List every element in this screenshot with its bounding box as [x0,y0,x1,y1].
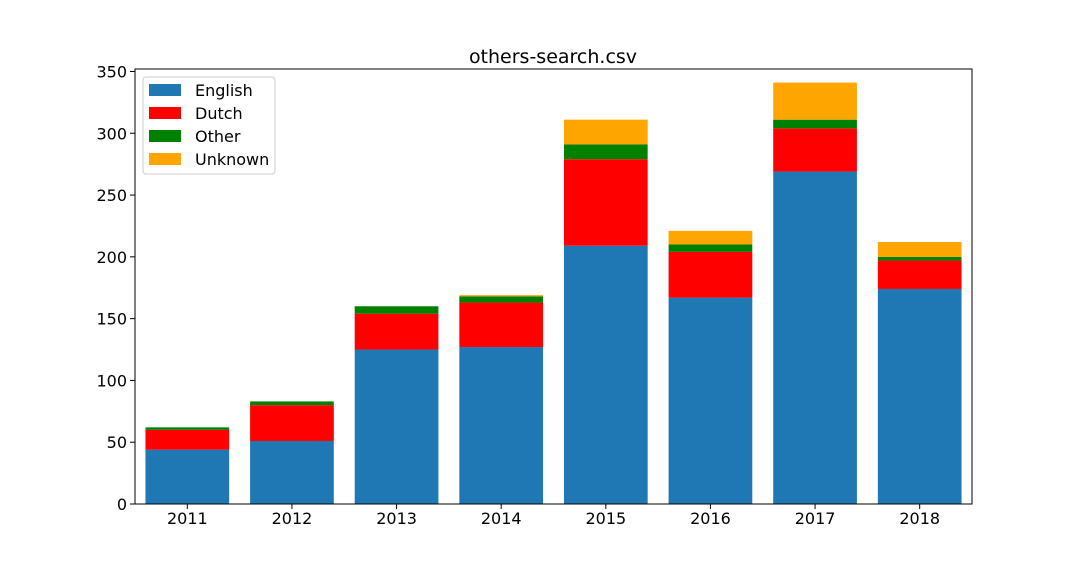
y-tick-label: 100 [96,371,127,390]
bar-english-2015 [563,245,648,504]
x-tick-label: 2011 [167,509,208,528]
x-tick-label: 2015 [585,509,626,528]
bar-english-2013 [354,349,439,504]
y-tick-label: 300 [96,124,127,143]
bar-dutch-2012 [250,405,334,441]
bar-dutch-2014 [459,302,544,348]
bar-unknown-2018 [877,242,962,257]
legend-label-unknown: Unknown [195,150,269,169]
legend-box [142,76,276,175]
legend-label-dutch: Dutch [195,104,243,123]
y-tick-label: 350 [96,62,127,81]
legend-label-other: Other [195,127,241,146]
bar-other-2017 [773,119,857,129]
y-tick-label: 250 [96,186,127,205]
bar-unknown-2016 [668,230,753,245]
bar-dutch-2017 [773,128,857,172]
x-tick-label: 2018 [899,509,940,528]
legend-swatch-dutch [149,107,181,119]
x-tick-label: 2017 [795,509,836,528]
bar-dutch-2011 [145,429,230,450]
x-tick-label: 2012 [272,509,313,528]
bar-other-2013 [354,306,439,314]
bar-english-2014 [459,347,544,504]
x-tick-label: 2013 [376,509,417,528]
bar-other-2016 [668,244,753,252]
legend-swatch-unknown [149,153,181,165]
y-tick-label: 150 [96,310,127,329]
bar-dutch-2018 [877,260,962,289]
bar-dutch-2015 [563,159,648,246]
bar-english-2016 [668,297,753,504]
bar-other-2012 [250,401,334,406]
bars-group [145,82,962,505]
x-axis: 2011 2012 2013 2014 2015 2016 2017 2018 [167,504,940,528]
bar-unknown-2017 [773,82,857,120]
y-axis: 0 50 100 150 200 250 300 350 [96,62,135,514]
chart-title: others-search.csv [469,46,637,68]
bar-unknown-2014 [459,295,544,297]
bar-dutch-2016 [668,251,753,298]
bar-english-2011 [145,449,230,505]
bar-english-2017 [773,171,857,504]
bar-english-2012 [250,440,334,504]
bar-other-2018 [877,256,962,261]
y-tick-label: 0 [117,495,127,514]
bar-other-2015 [563,144,648,160]
legend-swatch-english [149,84,181,96]
plot-frame [134,68,973,505]
legend-swatch-other [149,130,181,142]
bar-unknown-2015 [563,119,648,145]
bar-dutch-2013 [354,313,439,350]
legend: English Dutch Other Unknown [142,76,276,175]
x-tick-label: 2014 [481,509,522,528]
y-tick-label: 50 [107,433,127,452]
legend-label-english: English [195,81,253,100]
bar-english-2018 [877,288,962,504]
bar-other-2011 [145,427,230,430]
y-tick-label: 200 [96,248,127,267]
bar-other-2014 [459,296,544,303]
x-tick-label: 2016 [690,509,731,528]
